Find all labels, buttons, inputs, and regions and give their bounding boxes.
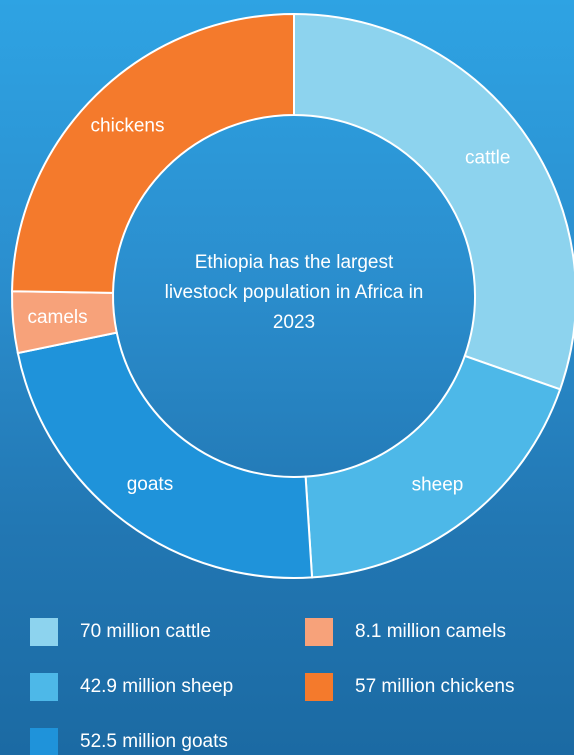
donut-slice	[11, 12, 295, 294]
legend-label: 70 million cattle	[80, 621, 211, 642]
legend-swatch	[305, 673, 333, 701]
legend-swatch	[30, 728, 58, 755]
legend-swatch	[305, 618, 333, 646]
donut-slice	[293, 12, 574, 391]
legend-label: 8.1 million camels	[355, 621, 506, 642]
donut-slice	[304, 354, 562, 579]
slice-label: chickens	[91, 116, 165, 137]
legend-swatch	[30, 673, 58, 701]
slice-label: goats	[127, 474, 173, 495]
legend-label: 52.5 million goats	[80, 731, 228, 752]
chart-title: Ethiopia has the largest livestock popul…	[164, 252, 424, 333]
donut-slice	[16, 331, 314, 579]
slice-label: camels	[27, 307, 87, 328]
slice-label: sheep	[412, 474, 464, 495]
legend-swatch	[30, 618, 58, 646]
legend-label: 42.9 million sheep	[80, 676, 233, 697]
legend-label: 57 million chickens	[355, 676, 514, 697]
slice-label: cattle	[465, 148, 510, 169]
